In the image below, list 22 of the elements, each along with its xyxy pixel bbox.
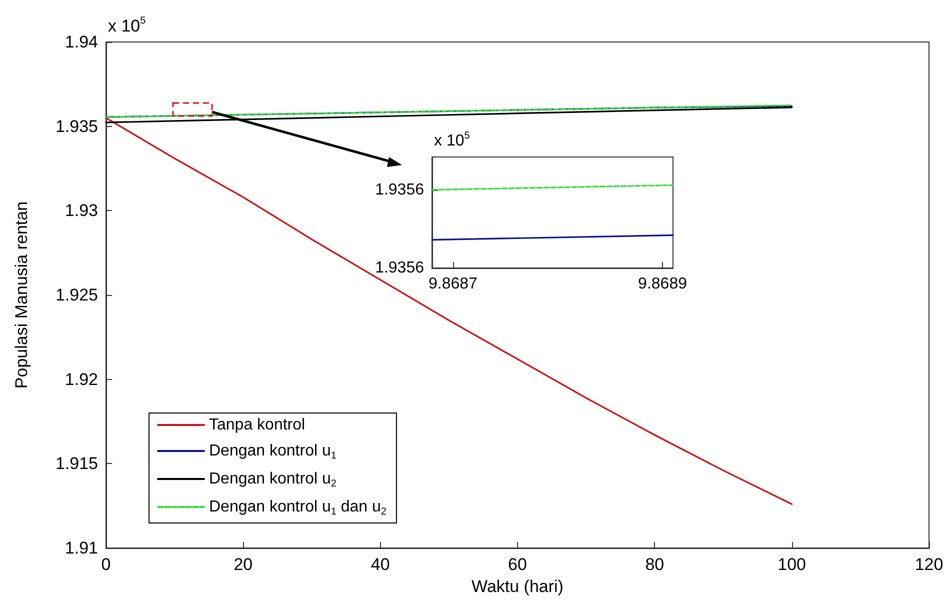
x-axis-title: Waktu (hari) (472, 576, 564, 596)
x-tick-label: 9.8689 (638, 276, 688, 292)
x-tick-label: 80 (645, 555, 664, 574)
y-axis-title: Populasi Manusia rentan (12, 201, 31, 389)
x-tick-label: 40 (370, 555, 390, 574)
x-tick-label: 20 (234, 555, 253, 574)
y-tick-label: 1.915 (55, 454, 98, 474)
x-tick-label: 100 (778, 555, 806, 574)
y-tick-label: 1.9356 (375, 260, 424, 276)
x-tick-label: 120 (914, 555, 944, 574)
y-tick-label: 1.92 (64, 370, 98, 389)
y-tick-label: 1.91 (64, 538, 98, 558)
y-tick-label: 1.94 (64, 32, 98, 52)
x-tick-label: 9.8687 (428, 276, 478, 292)
y-tick-label: 1.9356 (375, 181, 424, 198)
y-tick-label: 1.93 (64, 201, 98, 220)
y-tick-label: 1.935 (55, 116, 98, 136)
line-series (105, 106, 793, 124)
x-tick-label: 60 (508, 555, 527, 574)
legend-label: Tanpa kontrol (209, 416, 306, 434)
x-tick-label: 0 (101, 555, 111, 574)
y-tick-label: 1.925 (55, 286, 98, 304)
